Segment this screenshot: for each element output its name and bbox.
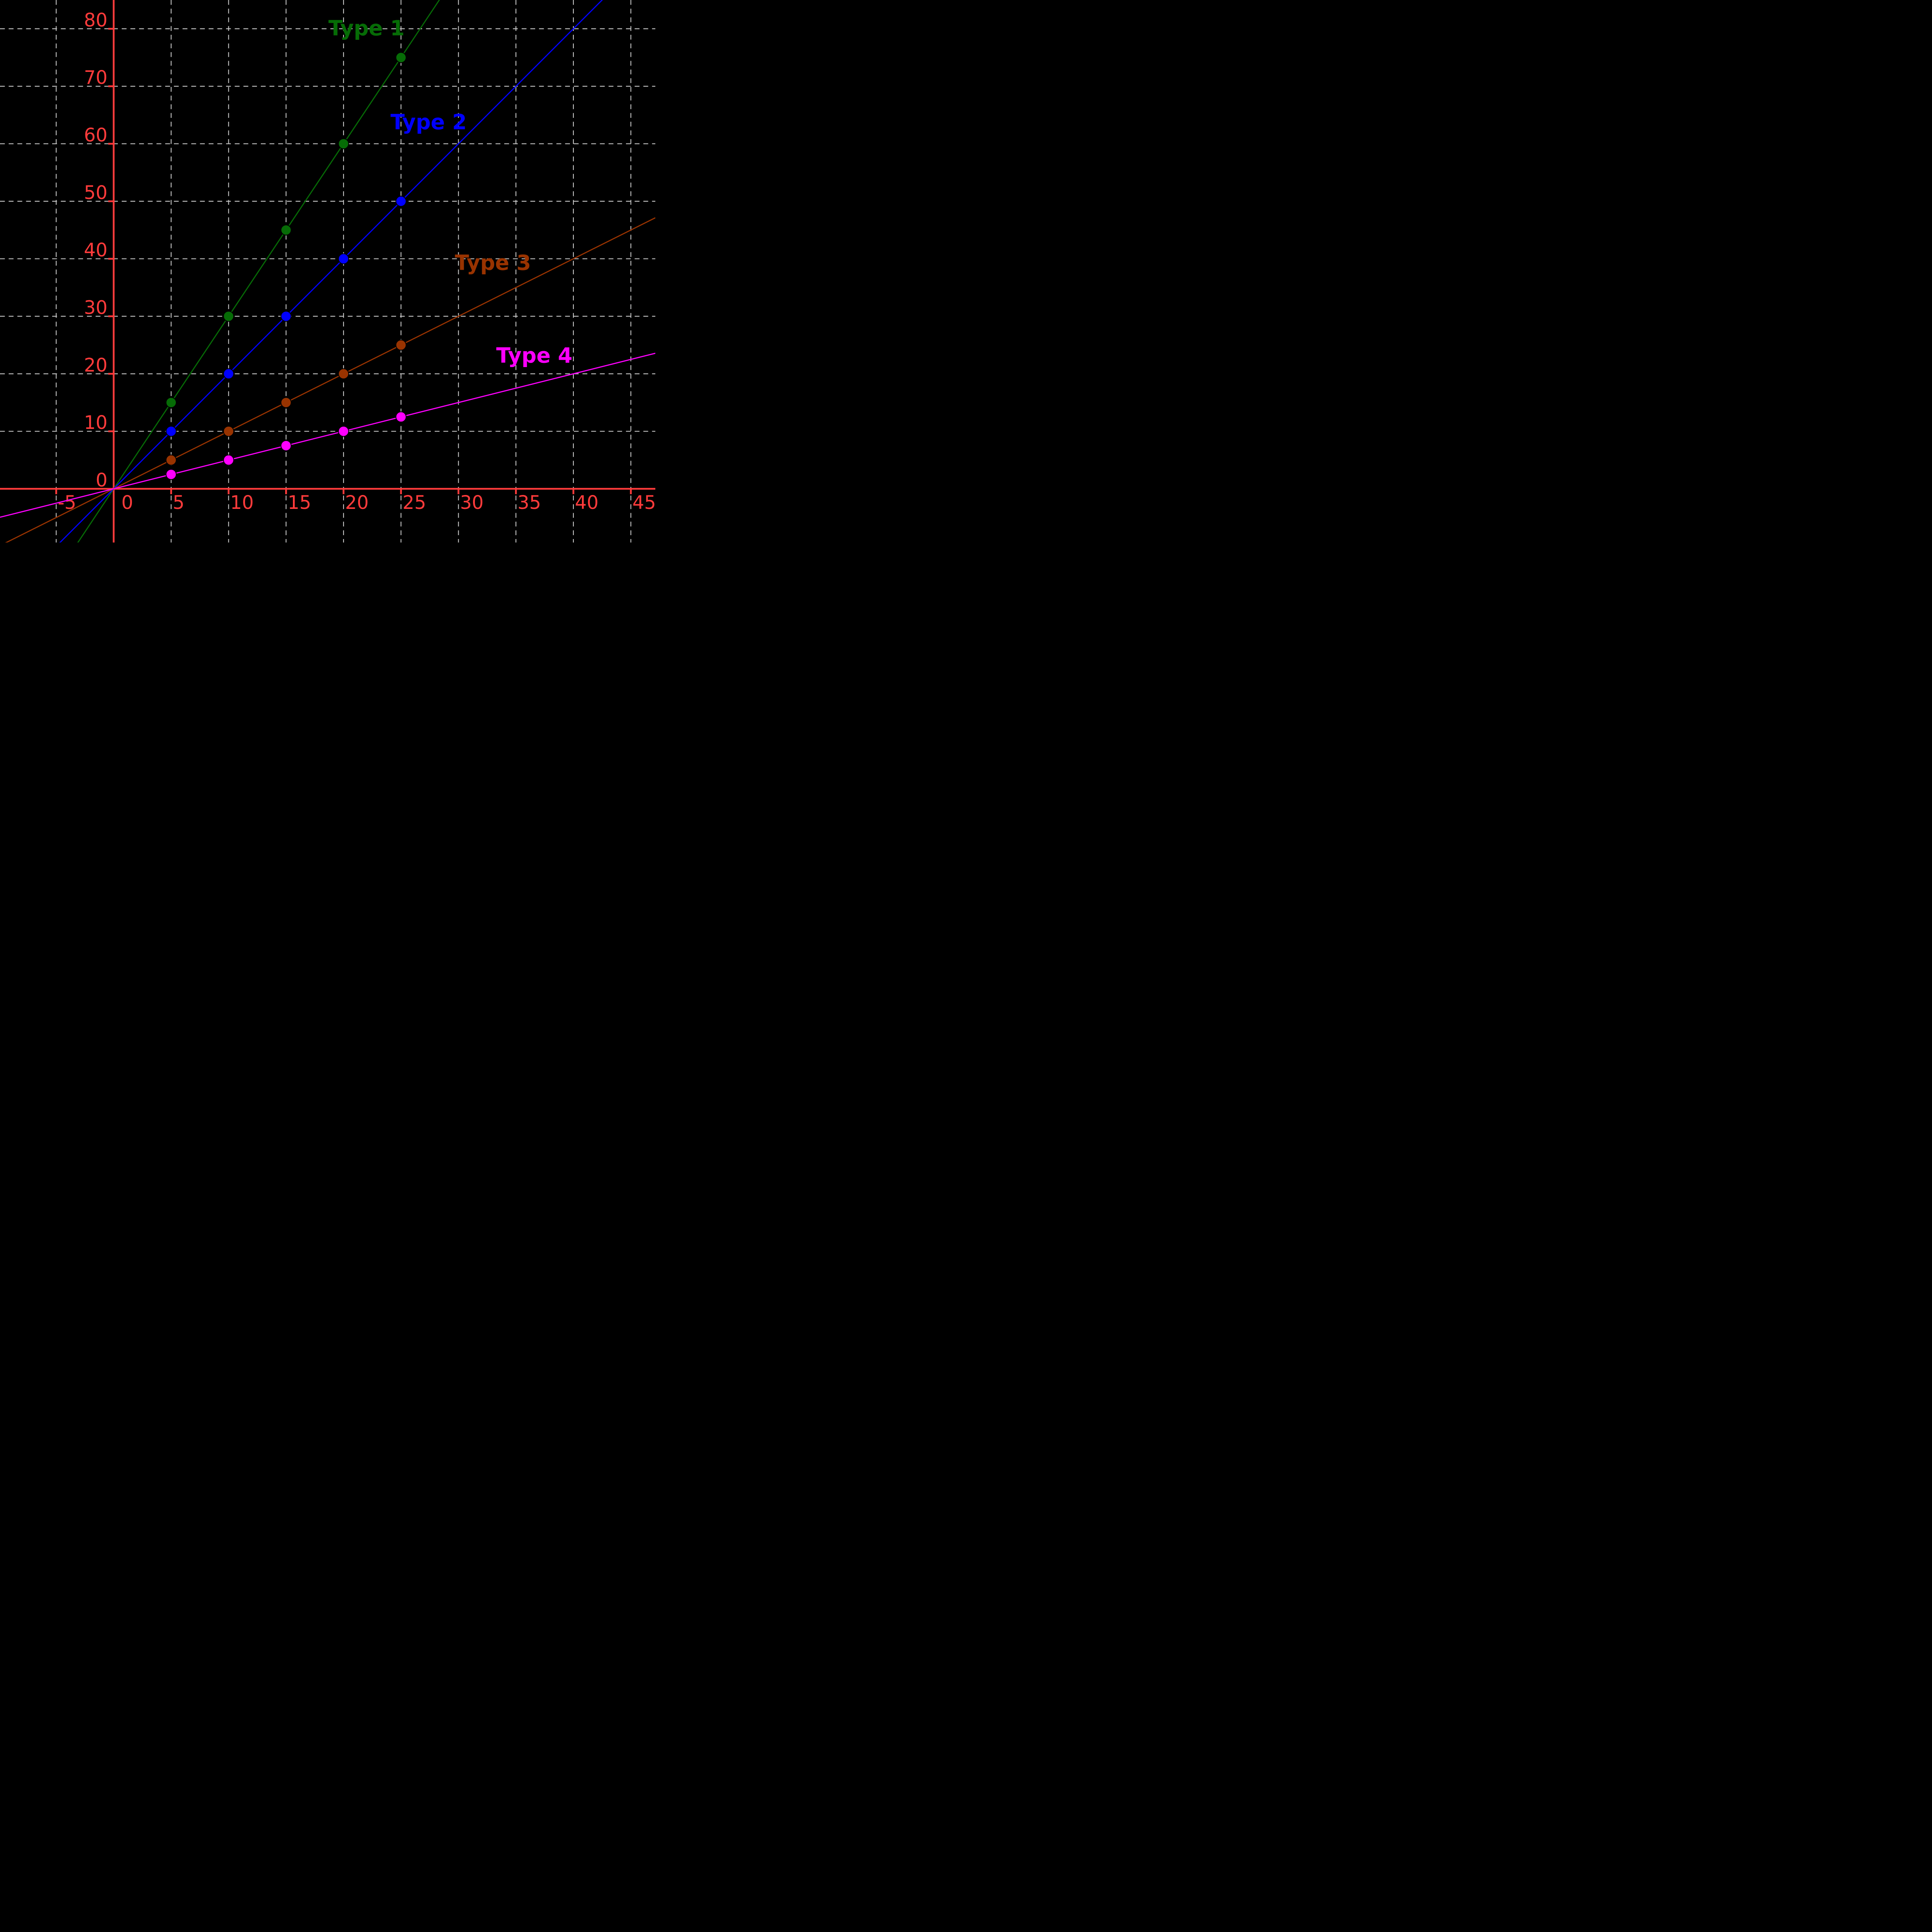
data-point-type-2 [338,253,349,264]
data-point-type-3 [395,339,406,351]
chart-area: -5 0 5 10 15 20 25 30 35 40 45 0 10 20 30 40 50 60 70 80 Ty… [0,0,655,543]
x-tick-label: 5 [173,492,185,514]
x-tick-label: 20 [345,492,369,514]
data-point-type-1 [338,138,349,150]
x-tick-label: 25 [403,492,426,514]
data-point-type-1 [395,52,406,63]
x-tick-label: 30 [460,492,483,514]
y-tick-label: 0 [96,469,108,491]
y-tick-label: 70 [84,67,107,88]
data-point-type-2 [281,311,292,322]
data-point-type-3 [281,397,292,408]
x-tick-label: 35 [517,492,541,514]
x-tick-label: 40 [575,492,599,514]
data-point-type-1 [165,397,177,408]
x-tick-label: 10 [230,492,254,514]
chart-canvas: -5 0 5 10 15 20 25 30 35 40 45 0 10 20 30 40 50 60 70 80 [0,0,655,543]
data-point-type-3 [338,368,349,379]
y-tick-label: 80 [84,9,107,31]
x-tick-label: -5 [58,492,76,514]
data-point-type-2 [165,425,177,437]
x-tick-label: 45 [633,492,655,514]
series-line-type-1 [77,0,440,543]
data-point-type-2 [223,368,234,379]
data-point-type-4 [395,411,406,423]
data-point-type-4 [338,425,349,437]
data-point-type-4 [281,440,292,451]
series-line-type-2 [59,0,603,543]
y-tick-label: 30 [84,297,107,319]
data-point-type-3 [165,454,177,466]
y-tick-label: 20 [84,354,107,376]
x-tick-label: 15 [287,492,311,514]
y-tick-label: 60 [84,124,107,146]
chart-background [0,0,655,543]
data-point-type-1 [223,311,234,322]
x-tick-label: 0 [121,492,133,514]
data-point-type-3 [223,425,234,437]
data-point-type-4 [165,469,177,480]
series-line-type-4 [0,352,655,518]
series-line-type-3 [5,217,655,543]
y-tick-label: 40 [84,240,107,261]
data-point-type-4 [223,454,234,466]
data-point-type-2 [395,196,406,207]
y-tick-label: 10 [84,412,107,434]
data-point-type-1 [281,224,292,236]
y-tick-label: 50 [84,182,107,204]
